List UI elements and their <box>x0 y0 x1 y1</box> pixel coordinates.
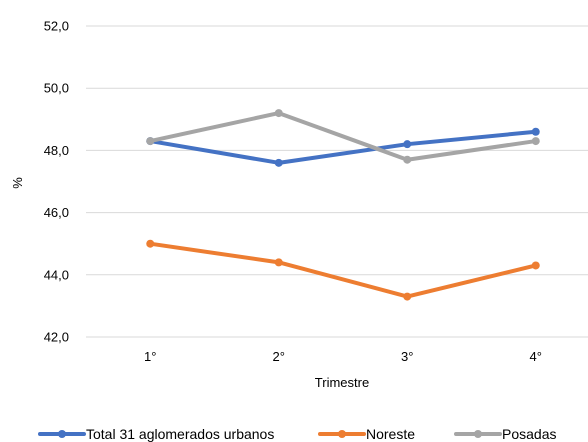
data-point <box>274 109 283 118</box>
x-axis-ticks: 1° 2° 3° 4° <box>144 349 542 364</box>
y-tick-label: 52,0 <box>44 19 69 34</box>
x-tick-label: 4° <box>530 349 542 364</box>
x-tick-label: 2° <box>273 349 285 364</box>
y-tick-label: 42,0 <box>44 330 69 345</box>
x-tick-label: 3° <box>401 349 413 364</box>
legend-item: Total 31 aglomerados urbanos <box>38 426 274 442</box>
y-axis-label: % <box>10 177 25 189</box>
legend-marker <box>58 430 66 438</box>
data-point <box>146 239 155 248</box>
legend-label: Total 31 aglomerados urbanos <box>86 426 274 442</box>
legend-label: Posadas <box>502 426 556 442</box>
legend-marker <box>474 430 482 438</box>
legend-marker <box>338 430 346 438</box>
legend-item: Noreste <box>318 426 415 442</box>
data-point <box>531 137 540 146</box>
series-2 <box>146 239 540 301</box>
data-point <box>403 155 412 164</box>
x-axis-label: Trimestre <box>315 375 369 390</box>
data-point <box>274 258 283 267</box>
series-3 <box>146 109 540 164</box>
gridlines <box>86 25 588 338</box>
legend-label: Noreste <box>366 426 415 442</box>
y-tick-label: 48,0 <box>44 143 69 158</box>
y-tick-label: 46,0 <box>44 205 69 220</box>
series-lines <box>146 109 540 301</box>
data-point <box>531 261 540 270</box>
legend: Total 31 aglomerados urbanos Noreste Posad… <box>38 426 556 442</box>
data-point <box>403 140 412 149</box>
data-point <box>274 158 283 167</box>
series-1 <box>146 127 540 167</box>
series-line <box>148 111 538 162</box>
y-tick-label: 50,0 <box>44 81 69 96</box>
series-line <box>148 241 538 299</box>
data-point <box>146 137 155 146</box>
x-tick-label: 1° <box>144 349 156 364</box>
data-point <box>531 127 540 136</box>
legend-item: Posadas <box>454 426 556 442</box>
y-axis-ticks: 42,0 44,0 46,0 48,0 50,0 52,0 <box>44 19 69 345</box>
data-point <box>403 292 412 301</box>
series-line <box>148 129 538 165</box>
y-tick-label: 44,0 <box>44 267 69 282</box>
